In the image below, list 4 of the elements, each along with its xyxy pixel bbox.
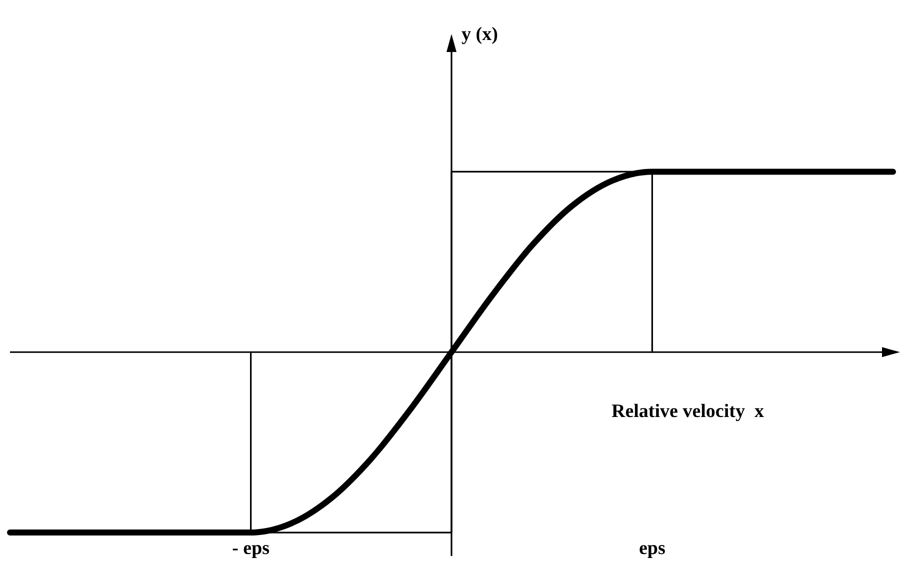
x-tick-label: - eps <box>232 538 270 559</box>
text: y (x) <box>462 24 498 45</box>
x-tick-label: eps <box>638 538 666 559</box>
x-axis-title: Relative velocity x <box>612 401 764 422</box>
